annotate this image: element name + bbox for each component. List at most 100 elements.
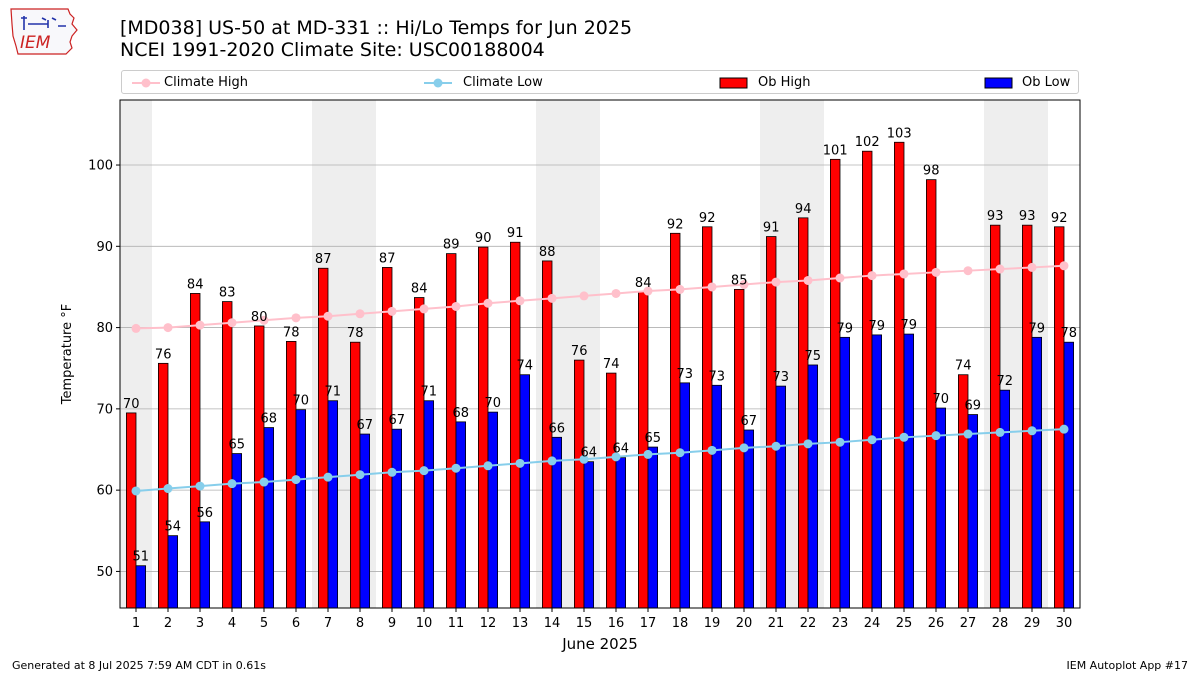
ob-low-bar [807,364,819,609]
ob-low-label: 73 [677,367,694,382]
climate-low-point [291,475,301,485]
climate-low-point [515,458,525,468]
ob-high-label: 102 [855,135,880,150]
ob-low-label: 67 [741,414,758,429]
ob-low-bar [647,446,659,609]
climate-high-point [419,304,429,314]
x-tick-label: 5 [260,616,268,631]
ob-high-label: 76 [571,344,588,359]
ob-low-bar [199,521,211,609]
climate-high-point [835,273,845,283]
ob-low-bar [839,336,851,609]
legend-label-ob-low: Ob Low [1022,75,1071,90]
ob-low-bar [711,384,723,609]
bar-value-labels: 70 76 84 83 80 78 87 78 87 84 89 90 91 88 76 74 84 92 92 85… [123,126,1077,564]
climate-low-point [1027,426,1037,436]
climate-high-point [1027,262,1037,272]
climate-low-point [1059,424,1069,434]
ob-low-bar [167,535,179,609]
x-tick-label: 18 [672,616,689,631]
x-tick-label: 27 [960,616,977,631]
ob-high-bar [126,412,137,609]
chart-legend: Climate High Climate Low Ob High Ob Low [121,70,1079,94]
climate-high-point [931,267,941,277]
ob-high-bar [413,297,425,609]
ob-high-bar [253,325,265,609]
ob-high-label: 92 [667,217,684,232]
climate-low-point [579,454,589,464]
ob-low-label: 70 [485,396,502,411]
climate-high-point [515,296,525,306]
x-tick-label: 13 [512,616,529,631]
weather-station-icon [21,16,66,30]
climate-low-point [195,481,205,491]
x-tick-label: 28 [992,616,1009,631]
y-tick-label: 70 [96,402,113,417]
climate-low-point [483,461,493,471]
ob-high-label: 93 [1019,209,1036,224]
climate-high-point [579,291,589,301]
ob-low-bar [903,333,915,609]
ob-high-label: 76 [155,347,172,362]
climate-low-point [259,477,269,487]
x-axis-label: June 2025 [561,635,638,653]
x-tick-label: 11 [448,616,465,631]
ob-low-bar [135,565,147,609]
climate-high-point [291,313,301,323]
climate-low-point [707,445,717,455]
climate-low-point [963,429,973,439]
ob-low-label: 74 [517,359,534,374]
ob-low-bar [1031,336,1043,609]
ob-high-label: 78 [283,325,300,340]
x-tick-label: 7 [324,616,332,631]
x-tick-label: 9 [388,616,396,631]
y-tick-label: 90 [96,240,113,255]
climate-low-point [899,432,909,442]
x-tick-label: 20 [736,616,753,631]
ob-high-bar [221,301,233,609]
climate-low-point [803,439,813,449]
ob-low-label: 65 [229,438,246,453]
climate-low-point [355,470,365,480]
ob-low-label: 64 [581,446,598,461]
y-axis-label: Temperature °F [60,304,75,405]
iowa-outline-icon [10,8,78,55]
y-tick-label: 100 [88,159,113,174]
plot-frame [119,99,1081,609]
ob-low-label: 68 [453,406,470,421]
ob-high-bar [862,150,873,609]
x-tick-label: 1 [132,616,140,631]
x-tick-label: 19 [704,616,721,631]
ob-high-bar [1054,226,1065,609]
legend-item-ob-high: Ob High [719,74,839,92]
weekend-bands [120,100,1048,608]
ob-low-bar [583,461,595,609]
climate-low-point [675,448,685,458]
climate-high-point [323,311,333,321]
ob-low-label: 54 [165,520,182,535]
gridlines [120,164,1080,572]
ob-high-label: 92 [699,211,716,226]
footer-generated: Generated at 8 Jul 2025 7:59 AM CDT in 0… [12,659,266,672]
ob-low-label: 79 [837,321,854,336]
ob-high-label: 91 [507,226,524,241]
y-tick-label: 50 [96,565,113,580]
ob-low-bar [967,414,979,609]
y-tick-label: 60 [96,484,113,499]
climate-high-point [163,323,173,333]
ob-low-label: 71 [421,385,438,400]
climate-high-point [995,264,1005,274]
ob-high-label: 92 [1051,211,1068,226]
ob-low-label: 66 [549,421,566,436]
ob-high-label: 91 [763,221,780,236]
x-tick-label: 6 [292,616,300,631]
ob-high-label: 90 [475,231,492,246]
x-tick-label: 16 [608,616,625,631]
ob-low-label: 67 [357,418,374,433]
climate-low-point [739,443,749,453]
ob-low-label: 72 [997,374,1014,389]
ob-high-bar [189,293,201,609]
climate-lines [131,261,1069,496]
ob-low-bar [679,382,691,609]
